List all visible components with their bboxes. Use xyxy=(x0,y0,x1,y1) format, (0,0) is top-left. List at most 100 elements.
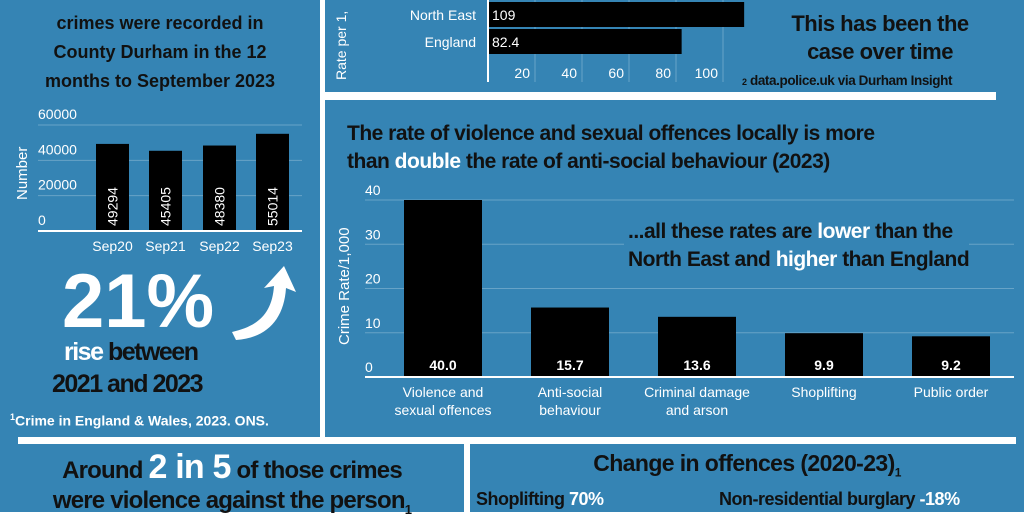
x-tick-label: 20 xyxy=(514,65,530,81)
title-text: than xyxy=(347,150,395,173)
headline-line: This has been the xyxy=(791,11,969,36)
y-tick-label: 20 xyxy=(365,271,381,287)
footnote-mark: 1 xyxy=(10,412,16,422)
source-note: 2 data.police.uk via Durham Insight xyxy=(742,73,952,88)
regional-rate-chart: 20 40 60 80 100 109 North East 82.4 England Rate … xyxy=(333,0,745,82)
share-text: Around xyxy=(62,457,149,484)
note-text: than the xyxy=(869,220,953,243)
top-right-edge xyxy=(996,0,1024,100)
title-line: The rate of violence and sexual offences… xyxy=(347,122,875,145)
data-label: 109 xyxy=(492,7,516,23)
x-tick-label: and arson xyxy=(666,402,728,418)
bar xyxy=(149,150,182,231)
data-label: 49294 xyxy=(105,187,121,226)
change-item-shoplifting: Shoplifting 70% xyxy=(476,489,604,510)
intro-line: County Durham in the 12 xyxy=(53,42,267,62)
change-value: -18% xyxy=(919,489,961,509)
bottom-right-panel xyxy=(470,444,1024,512)
x-tick-label: 40 xyxy=(561,65,577,81)
between-word: between xyxy=(107,338,199,366)
middle-title: The rate of violence and sexual offences… xyxy=(347,120,875,176)
source-text: data.police.uk via Durham Insight xyxy=(749,73,953,88)
share-text: of those crimes xyxy=(230,457,402,484)
headline-line: case over time xyxy=(807,39,953,64)
over-time-headline: This has been the case over time xyxy=(760,10,1000,66)
big-stat: 21% xyxy=(62,259,215,344)
data-label: 9.9 xyxy=(814,357,834,373)
annual-crimes-chart: 0 20000 40000 60000 Number 49294 Sep20 45405 Sep… xyxy=(14,106,302,254)
violence-share-text: Around 2 in 5 of those crimes were viole… xyxy=(0,450,464,525)
note-text: ...all these rates are xyxy=(628,220,818,243)
y-axis-label: Crime Rate/1,000 xyxy=(336,227,353,345)
share-line: Around 2 in 5 of those crimes xyxy=(0,450,464,486)
change-label: Non-residential burglary xyxy=(719,489,920,509)
note-text: than England xyxy=(836,248,970,271)
data-label: 40.0 xyxy=(429,357,456,373)
x-tick-label: Criminal damage xyxy=(644,384,750,400)
x-tick-label: 80 xyxy=(655,65,671,81)
y-tick-label: England xyxy=(425,34,476,50)
y-tick-label: 60000 xyxy=(38,106,77,122)
bar xyxy=(203,145,236,231)
footnote: 1Crime in England & Wales, 2023. ONS. xyxy=(10,412,269,429)
share-mark: 1 xyxy=(404,501,412,517)
source-mark: 2 xyxy=(742,77,747,87)
x-tick-label: Public order xyxy=(914,384,989,400)
x-tick-label: Sep20 xyxy=(92,238,133,254)
x-tick-label: Sep23 xyxy=(252,238,293,254)
change-mark: 1 xyxy=(894,465,902,480)
intro-text: crimes were recorded in County Durham in… xyxy=(0,9,320,96)
note-highlight: higher xyxy=(775,248,838,271)
data-label: 82.4 xyxy=(492,34,519,50)
footnote-text: Crime in England & Wales, 2023. ONS. xyxy=(15,412,269,429)
y-axis-label: Number xyxy=(14,147,31,200)
intro-line: months to September 2023 xyxy=(44,71,276,91)
bar xyxy=(658,316,736,377)
x-tick-label: 60 xyxy=(608,65,624,81)
change-item-burglary: Non-residential burglary -18% xyxy=(719,489,960,510)
x-tick-label: behaviour xyxy=(539,402,601,418)
bar xyxy=(488,29,682,54)
comparison-note: ...all these rates are lower than the No… xyxy=(624,218,970,274)
y-tick-label: North East xyxy=(410,7,476,23)
bar xyxy=(488,2,745,27)
change-label: Shoplifting xyxy=(476,489,569,509)
change-title: Change in offences (2020-23)1 xyxy=(470,450,1024,480)
rise-word: rise xyxy=(64,338,104,366)
y-axis-label: Rate per 1, xyxy=(333,11,349,80)
share-line: were violence against the person1 xyxy=(0,486,464,525)
y-tick-label: 20000 xyxy=(38,177,77,193)
bar xyxy=(785,333,863,377)
years-text: 2021 and 2023 xyxy=(52,370,204,398)
x-tick-label: Sep21 xyxy=(145,238,186,254)
curved-up-arrow-icon xyxy=(232,266,296,340)
bar xyxy=(404,200,482,377)
x-tick-label: Shoplifting xyxy=(791,384,856,400)
note-line: North East and higher than England xyxy=(628,246,970,274)
bottom-right-edge xyxy=(1016,437,1024,445)
bar xyxy=(912,336,990,377)
note-text: North East and xyxy=(628,248,776,271)
title-line: than double the rate of anti-social beha… xyxy=(347,148,875,176)
data-label: 45405 xyxy=(158,187,174,226)
bar xyxy=(531,307,609,377)
data-label: 13.6 xyxy=(683,357,710,373)
y-tick-label: 10 xyxy=(365,315,381,331)
bar xyxy=(96,143,129,231)
title-text: the rate of anti-social behaviour (2023) xyxy=(460,150,830,173)
change-title-text: Change in offences (2020-23) xyxy=(593,450,895,476)
share-highlight: 2 in 5 xyxy=(148,448,231,486)
bottom-left-edge xyxy=(0,437,18,445)
y-tick-label: 0 xyxy=(38,212,46,228)
data-label: 48380 xyxy=(212,187,228,226)
data-label: 15.7 xyxy=(556,357,583,373)
y-tick-label: 40000 xyxy=(38,141,77,157)
bottom-left-panel xyxy=(0,444,464,512)
y-tick-label: 30 xyxy=(365,226,381,242)
x-tick-label: 100 xyxy=(695,65,719,81)
y-tick-label: 40 xyxy=(365,182,381,198)
note-line: ...all these rates are lower than the xyxy=(628,218,969,246)
intro-line: crimes were recorded in xyxy=(56,13,264,33)
title-highlight: double xyxy=(394,150,461,173)
data-label: 55014 xyxy=(265,187,281,226)
